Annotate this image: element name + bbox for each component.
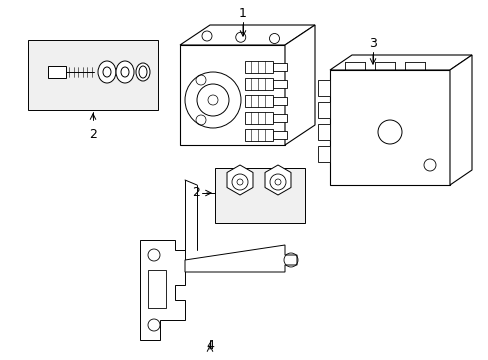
Polygon shape: [264, 165, 290, 195]
Bar: [28, 40, 158, 110]
Bar: [244, 112, 272, 124]
Bar: [272, 114, 286, 122]
Bar: [272, 63, 286, 71]
Text: 2: 2: [89, 128, 97, 141]
Polygon shape: [184, 245, 296, 272]
Bar: [180, 45, 285, 145]
Bar: [244, 129, 272, 141]
Bar: [329, 70, 449, 185]
Bar: [317, 124, 329, 140]
Bar: [244, 61, 272, 73]
Bar: [317, 102, 329, 118]
Circle shape: [184, 72, 241, 128]
Ellipse shape: [121, 67, 129, 77]
Text: 2: 2: [192, 186, 200, 199]
Text: 4: 4: [205, 339, 214, 352]
Bar: [272, 97, 286, 105]
Bar: [244, 95, 272, 107]
Polygon shape: [285, 25, 314, 145]
Polygon shape: [449, 55, 471, 185]
Ellipse shape: [139, 66, 147, 78]
Bar: [215, 168, 305, 223]
Polygon shape: [180, 25, 314, 45]
Polygon shape: [226, 165, 252, 195]
Bar: [148, 270, 165, 308]
Bar: [272, 80, 286, 88]
Text: 1: 1: [239, 7, 246, 20]
Bar: [317, 80, 329, 96]
Bar: [48, 66, 66, 78]
Ellipse shape: [136, 63, 150, 81]
Bar: [317, 146, 329, 162]
Polygon shape: [329, 55, 471, 70]
Bar: [272, 131, 286, 139]
Ellipse shape: [116, 61, 134, 83]
Ellipse shape: [103, 67, 111, 77]
Bar: [244, 78, 272, 90]
Polygon shape: [140, 240, 184, 340]
Text: 3: 3: [368, 37, 376, 50]
Ellipse shape: [98, 61, 116, 83]
